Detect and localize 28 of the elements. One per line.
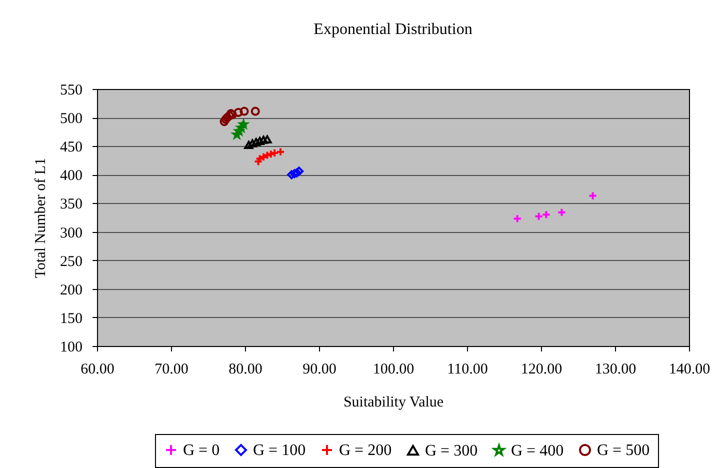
y-tick-label: 350 [60,196,82,213]
x-tick-label: 80.00 [228,362,262,378]
x-tick-label: 60.00 [80,362,114,378]
y-tick-label: 200 [60,282,82,298]
legend-label: G = 100 [253,442,306,459]
y-tick-label: 400 [60,168,82,184]
x-tick-label: 70.00 [154,362,188,378]
x-tick-label: 140.00 [668,362,710,378]
x-tick-label: 130.00 [594,362,636,378]
legend-label: G = 400 [511,442,564,460]
y-axis-title: Total Number of L1 [33,158,49,278]
x-tick-label: 110.00 [447,362,488,378]
x-tick-label: 100.00 [372,362,414,378]
legend-label: G = 0 [183,442,220,459]
y-tick-label: 100 [60,340,82,356]
x-tick-label: 120.00 [520,362,562,378]
x-tick-label: 90.00 [302,362,336,378]
legend-label: G = 500 [597,442,650,459]
y-tick-label: 550 [60,82,82,98]
x-axis-title: Suitability Value [343,394,444,410]
y-tick-label: 500 [60,111,82,128]
y-tick-label: 150 [60,310,82,327]
chart-title: Exponential Distribution [314,21,472,38]
y-tick-label: 250 [60,254,82,270]
legend-label: G = 300 [425,442,478,460]
legend-label: G = 200 [339,442,392,459]
y-tick-label: 300 [60,225,82,242]
y-tick-label: 450 [60,140,82,156]
